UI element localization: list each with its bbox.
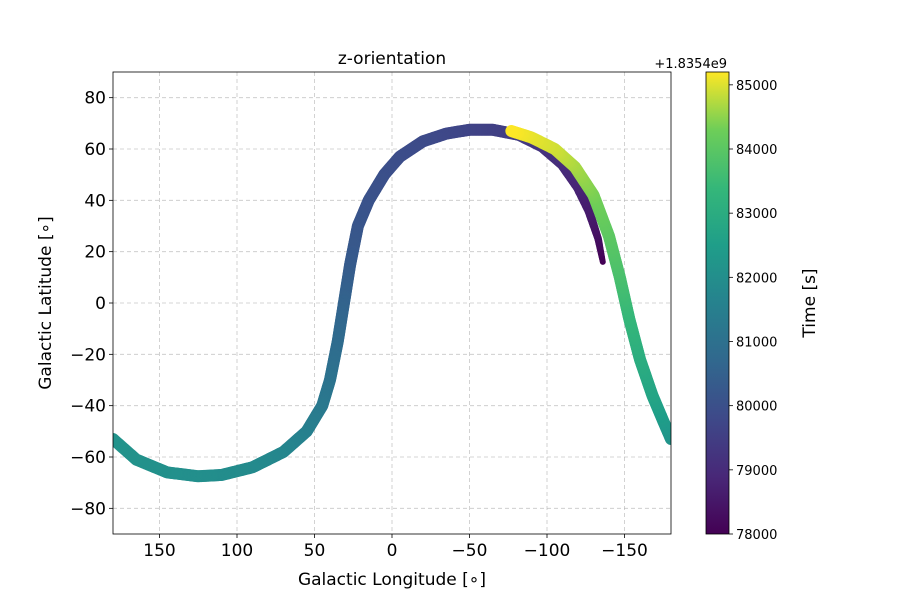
colorbar-offset-text: +1.8354e9 [654, 57, 727, 72]
data-points [113, 123, 671, 483]
grid-lines [113, 72, 671, 534]
y-axis-label: Galactic Latitude [∘] [36, 216, 56, 390]
y-tick-label: −20 [70, 345, 106, 365]
x-tick-label: 150 [143, 541, 175, 561]
x-tick-label: 100 [221, 541, 253, 561]
y-tick-label: 80 [84, 89, 106, 109]
colorbar-ticks: 78000 79000 80000 81000 82000 83000 84000 85000 [729, 79, 777, 543]
y-tick-label: −80 [70, 499, 106, 519]
y-tick-label: 0 [95, 294, 106, 314]
colorbar-tick-label: 79000 [736, 464, 777, 479]
colorbar-tick-label: 81000 [736, 336, 777, 351]
colorbar-tick-label: 80000 [736, 400, 777, 415]
colorbar-tick-label: 82000 [736, 271, 777, 286]
x-axis: 150 100 50 0 −50 −100 −150 [143, 534, 648, 561]
x-axis-label: Galactic Longitude [∘] [298, 570, 486, 590]
y-tick-label: 20 [84, 243, 106, 263]
x-tick-label: −50 [452, 541, 488, 561]
y-axis: 80 60 40 20 0 −20 −40 −60 −80 [70, 89, 113, 519]
colorbar-label: Time [s] [800, 268, 820, 338]
x-tick-label: −150 [601, 541, 648, 561]
data-point [505, 125, 518, 138]
colorbar-tick-label: 84000 [736, 143, 777, 158]
x-tick-label: −100 [524, 541, 571, 561]
x-tick-label: 50 [304, 541, 326, 561]
x-tick-label: 0 [387, 541, 398, 561]
y-tick-label: 60 [84, 140, 106, 160]
chart-title: z-orientation [338, 49, 446, 69]
colorbar-tick-label: 78000 [736, 528, 777, 543]
y-tick-label: −40 [70, 397, 106, 417]
colorbar [705, 71, 730, 535]
colorbar-tick-label: 83000 [736, 207, 777, 222]
colorbar-tick-label: 85000 [736, 79, 777, 94]
data-point [113, 433, 119, 446]
y-tick-label: 40 [84, 191, 106, 211]
y-tick-label: −60 [70, 448, 106, 468]
